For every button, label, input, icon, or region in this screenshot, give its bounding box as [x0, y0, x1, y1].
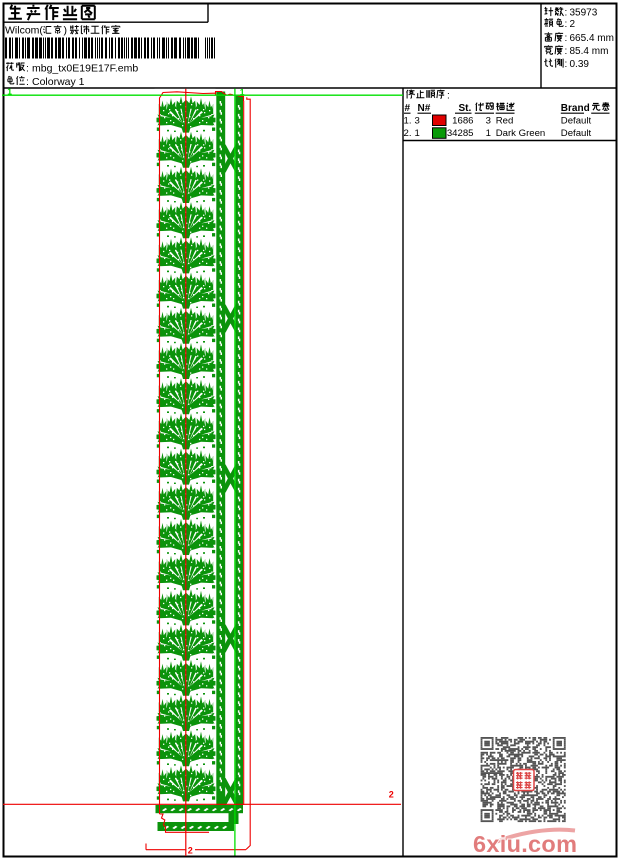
svg-text:Red: Red [496, 115, 514, 126]
svg-text:Dark Green: Dark Green [496, 128, 546, 139]
svg-text:35973: 35973 [570, 8, 598, 19]
svg-text:#: # [405, 103, 411, 114]
svg-text::: : [565, 46, 568, 57]
svg-text:1: 1 [240, 87, 245, 97]
svg-text:N#: N# [418, 103, 431, 114]
svg-text:34285: 34285 [447, 128, 474, 139]
svg-text:1686: 1686 [452, 115, 473, 126]
svg-text:Default: Default [561, 115, 592, 126]
svg-text:2: 2 [570, 19, 576, 30]
svg-text:2: 2 [389, 790, 394, 800]
svg-text:0.39: 0.39 [570, 59, 590, 70]
svg-text::: : [565, 33, 568, 44]
svg-text:665.4 mm: 665.4 mm [570, 33, 614, 44]
svg-text:1: 1 [415, 128, 420, 139]
svg-text::: : [26, 76, 29, 88]
svg-text::: : [565, 59, 568, 70]
svg-text:2: 2 [188, 846, 193, 856]
svg-text::: : [565, 8, 568, 19]
svg-text:Colorway 1: Colorway 1 [32, 76, 85, 88]
svg-text:Default: Default [561, 128, 592, 139]
svg-text:2.: 2. [404, 128, 412, 139]
svg-text:St.: St. [459, 103, 472, 114]
svg-text:3: 3 [486, 115, 491, 126]
svg-text::: : [26, 63, 29, 75]
svg-text:mbg_tx0E19E17F.emb: mbg_tx0E19E17F.emb [32, 63, 138, 75]
svg-text::: : [447, 91, 450, 102]
svg-text:85.4 mm: 85.4 mm [570, 46, 609, 57]
svg-text::: : [565, 19, 568, 30]
svg-text:): ) [64, 25, 68, 37]
svg-text:1.: 1. [404, 115, 412, 126]
svg-text:1: 1 [7, 87, 12, 97]
svg-text:Brand: Brand [561, 103, 590, 114]
svg-text:Wilcom(: Wilcom( [5, 25, 43, 37]
svg-text:1: 1 [486, 128, 491, 139]
svg-text:3: 3 [415, 115, 420, 126]
svg-text:6xiu.com: 6xiu.com [473, 831, 577, 857]
